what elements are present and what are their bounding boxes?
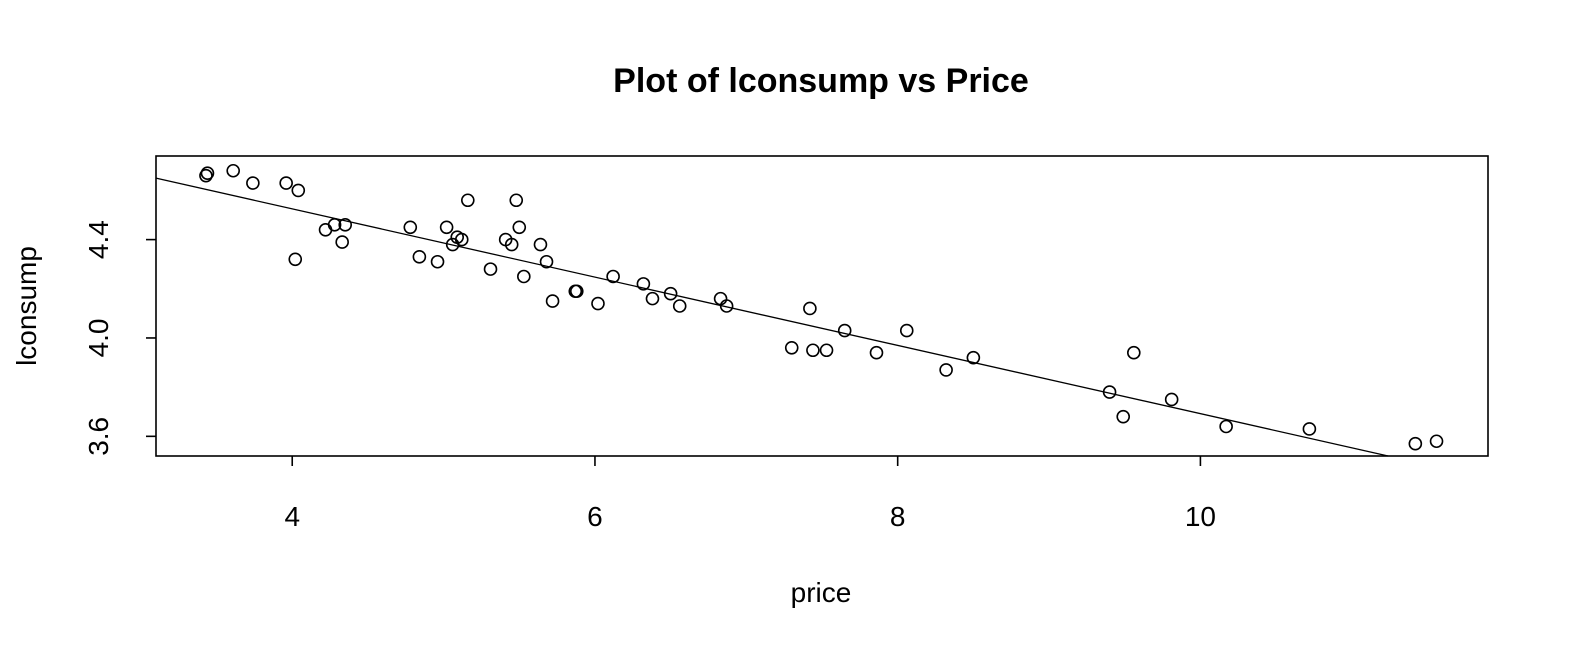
data-point (966, 350, 981, 365)
data-point (1219, 419, 1233, 434)
data-point (869, 345, 884, 360)
data-point (1127, 345, 1141, 360)
data-point (200, 166, 215, 181)
data-point (509, 193, 524, 208)
regression-line (155, 177, 1389, 457)
data-point (784, 341, 799, 355)
data-point (318, 222, 333, 237)
data-point (645, 291, 660, 306)
x-tick-label: 4 (284, 501, 300, 532)
data-point (338, 218, 353, 232)
plot-area-frame (155, 155, 1489, 457)
data-point (483, 262, 498, 276)
data-point (663, 286, 678, 301)
data-point (279, 176, 293, 190)
data-point (504, 237, 519, 252)
data-point (226, 163, 240, 178)
x-tick-label: 6 (587, 501, 603, 532)
data-point (545, 294, 560, 308)
y-tick-label: 4.4 (83, 220, 114, 259)
y-tick-label: 3.6 (83, 417, 114, 456)
y-axis-label: lconsump (11, 246, 42, 366)
data-point (533, 237, 548, 252)
data-point (454, 232, 469, 247)
data-point (939, 363, 953, 377)
data-point (335, 235, 349, 249)
data-point (403, 220, 418, 235)
data-point (1102, 385, 1117, 399)
x-axis-label: price (791, 577, 852, 608)
regression-line-group (155, 177, 1389, 457)
data-points (199, 163, 1444, 451)
data-point (517, 269, 531, 284)
data-point (1302, 422, 1317, 436)
data-point (803, 301, 817, 316)
data-point (439, 220, 454, 235)
data-point (899, 323, 914, 338)
data-point (461, 193, 475, 208)
data-point (606, 269, 620, 284)
data-point (837, 323, 852, 338)
y-axis: 3.6 4.0 4.4 (83, 220, 156, 456)
data-point (412, 250, 427, 264)
data-point (819, 343, 834, 358)
data-point (246, 176, 260, 190)
x-axis: 4 6 8 10 (284, 456, 1216, 532)
y-tick-label: 4.0 (83, 318, 114, 357)
data-point (713, 291, 728, 306)
data-point (591, 296, 605, 311)
data-point (636, 277, 651, 291)
x-tick-label: 8 (890, 501, 906, 532)
data-point (288, 252, 303, 267)
x-tick-label: 10 (1185, 501, 1216, 532)
data-point (327, 218, 342, 232)
data-point (1408, 436, 1423, 451)
data-point (512, 220, 527, 235)
data-point (569, 284, 584, 299)
data-point (1164, 392, 1179, 407)
data-point (1116, 409, 1131, 424)
data-point (719, 299, 734, 313)
data-point (539, 254, 554, 269)
data-point (672, 299, 687, 313)
chart-title: Plot of lconsump vs Price (613, 62, 1029, 100)
data-point (806, 343, 820, 358)
data-point (1429, 434, 1444, 449)
data-point (430, 254, 445, 269)
data-point (199, 168, 213, 183)
data-point (291, 183, 306, 198)
